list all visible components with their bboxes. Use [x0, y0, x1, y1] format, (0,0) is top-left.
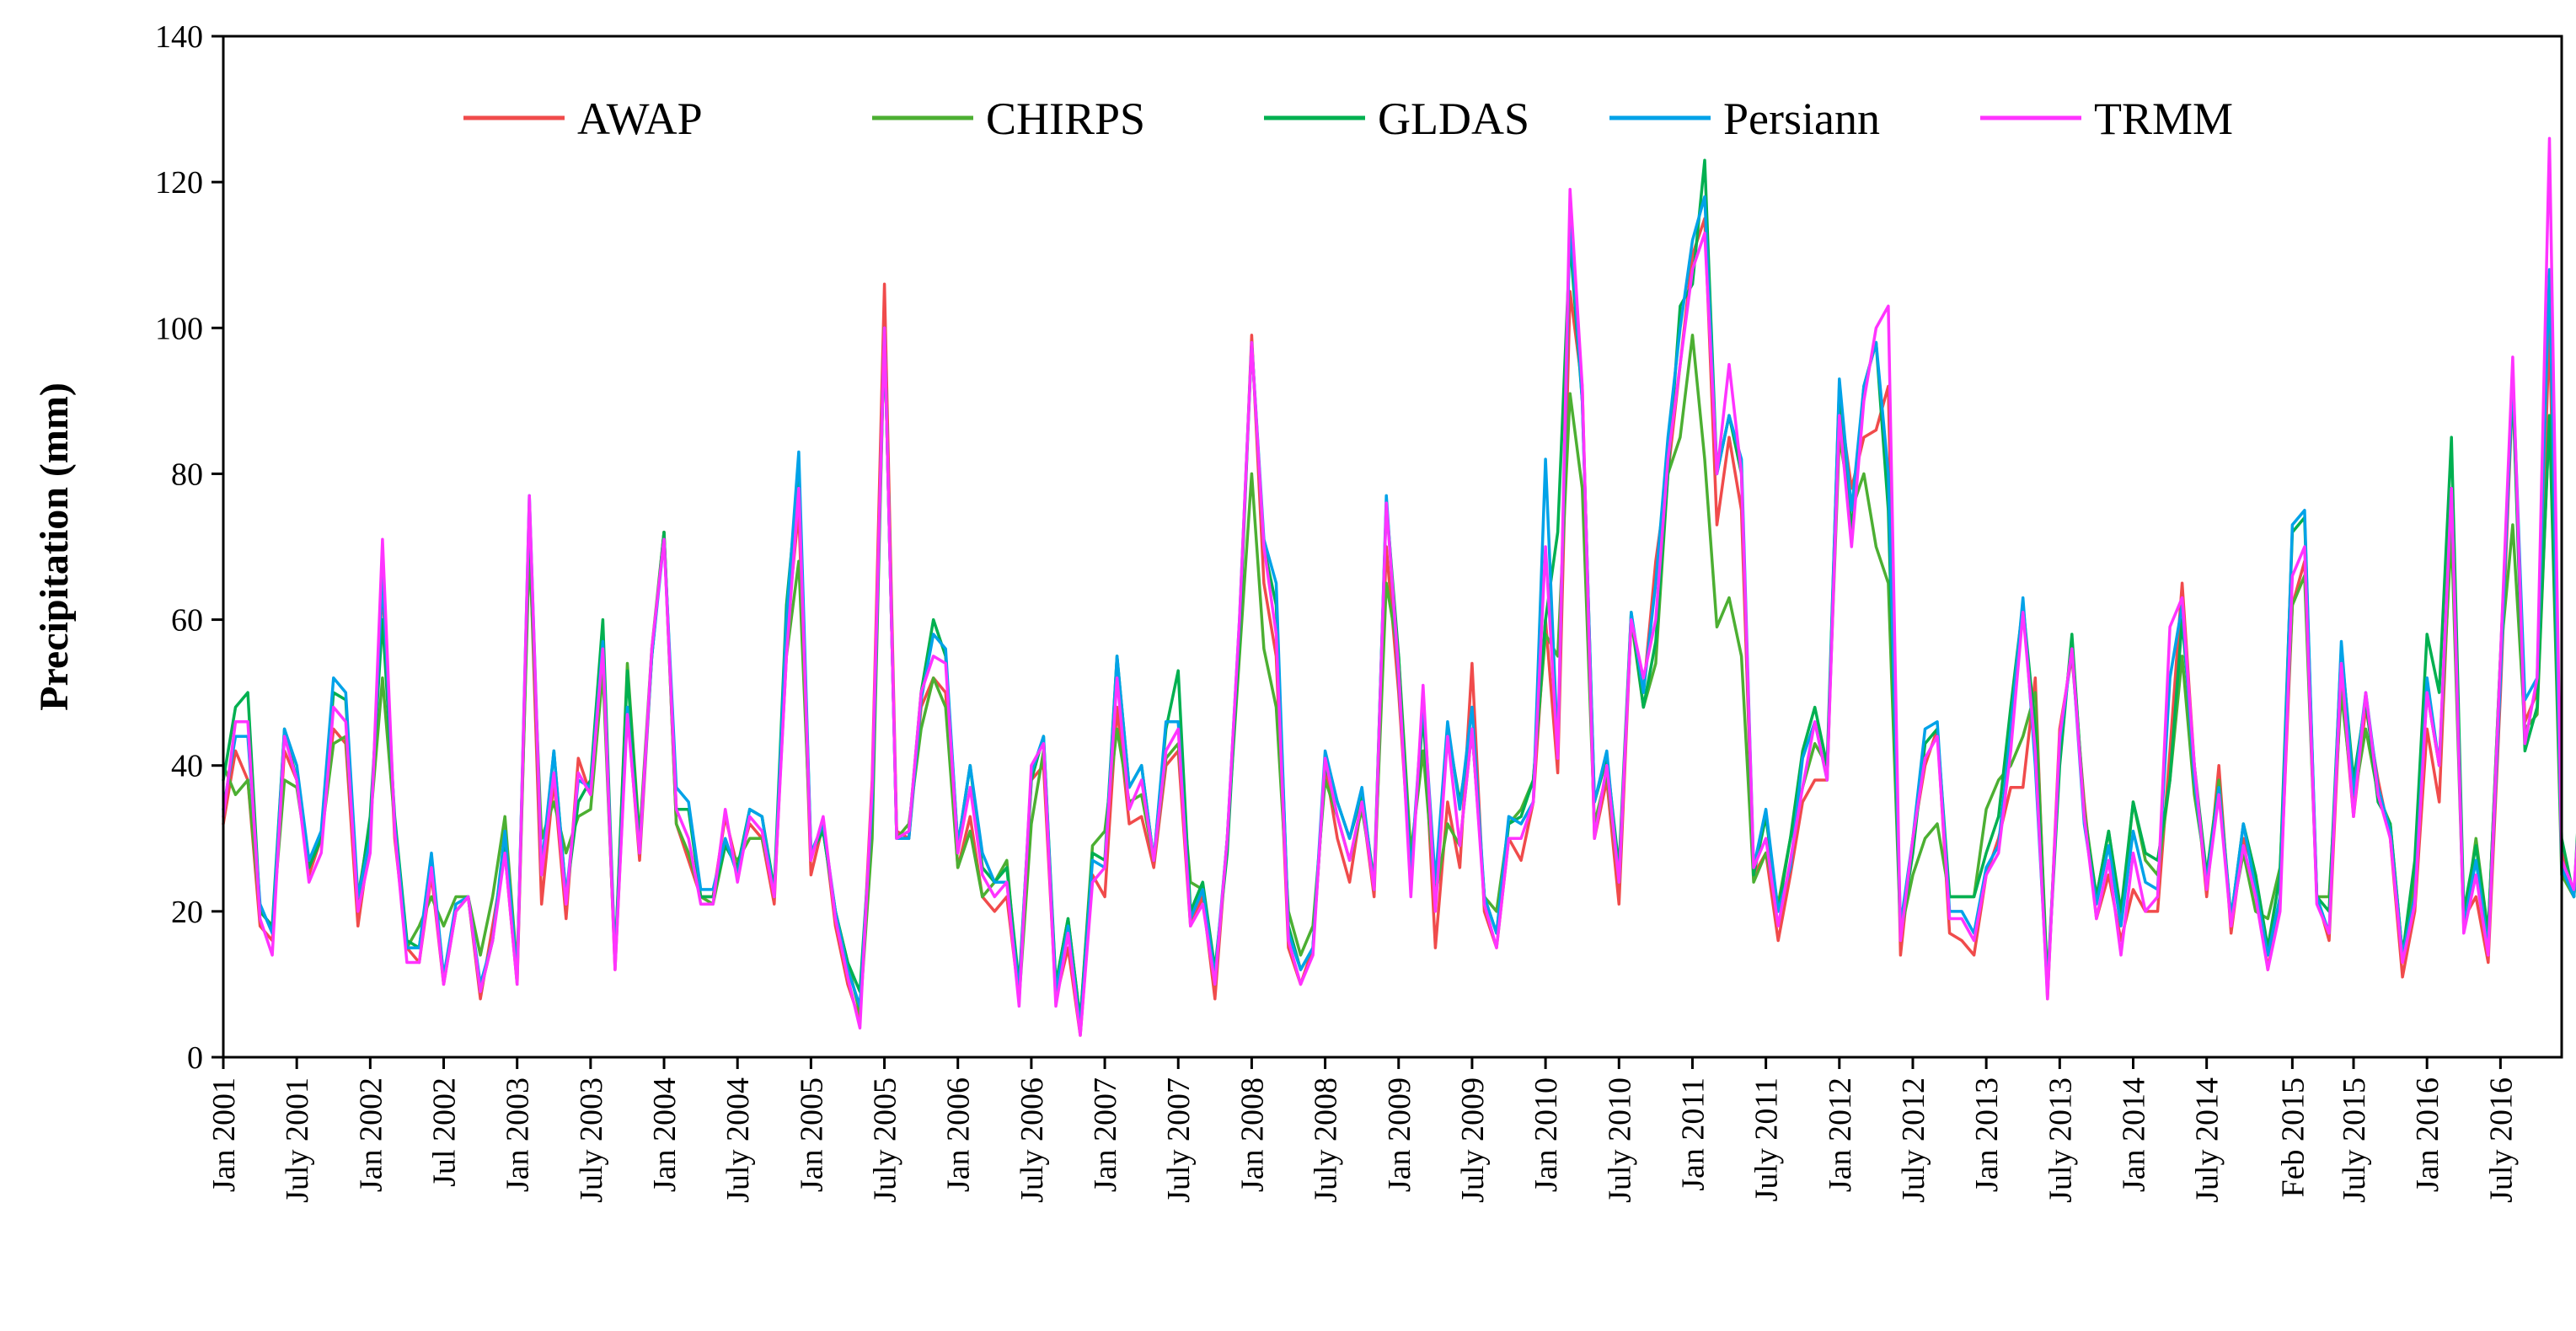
y-tick-label: 0: [187, 1040, 203, 1076]
legend-label-persiann: Persiann: [1723, 94, 1880, 144]
y-tick-label: 40: [171, 749, 203, 784]
x-tick-label: July 2003: [574, 1077, 609, 1203]
legend: AWAP CHIRPS GLDAS Persiann TRMM: [463, 94, 2233, 144]
x-tick-label: July 2016: [2483, 1077, 2519, 1203]
x-tick-label: Jan 2013: [1969, 1077, 2005, 1192]
x-tick-label: Jan 2004: [647, 1077, 683, 1192]
x-tick-label: Jan 2002: [353, 1077, 388, 1192]
x-tick-label: July 2013: [2043, 1077, 2078, 1203]
x-tick-label: July 2004: [720, 1077, 756, 1203]
legend-label-gldas: GLDAS: [1378, 94, 1529, 144]
x-tick-label: July 2011: [1749, 1077, 1785, 1201]
x-tick-label: July 2007: [1161, 1077, 1197, 1203]
x-tick-label: July 2010: [1602, 1077, 1637, 1203]
legend-label-chirps: CHIRPS: [986, 94, 1145, 144]
x-tick-label: Jan 2001: [206, 1077, 242, 1192]
y-tick-label: 20: [171, 895, 203, 930]
x-tick-label: July 2008: [1309, 1077, 1344, 1203]
legend-label-trmm: TRMM: [2094, 94, 2233, 144]
y-tick-label: 80: [171, 457, 203, 492]
x-tick-label: July 2009: [1455, 1077, 1491, 1203]
x-tick-label: July 2005: [868, 1077, 903, 1203]
x-tick-label: July 2012: [1896, 1077, 1931, 1203]
x-tick-label: Jan 2003: [501, 1077, 536, 1192]
x-tick-label: Jan 2007: [1088, 1077, 1123, 1192]
y-tick-label: 120: [155, 165, 203, 200]
x-tick-label: Jul 2002: [427, 1077, 463, 1187]
x-tick-label: Feb 2015: [2275, 1077, 2311, 1198]
x-tick-label: July 2001: [280, 1077, 315, 1203]
x-tick-label: Jan 2006: [941, 1077, 977, 1192]
x-tick-label: July 2015: [2337, 1077, 2372, 1203]
x-tick-label: Jan 2012: [1823, 1077, 1858, 1192]
y-tick-label: 100: [155, 311, 203, 346]
x-tick-label: Jan 2010: [1529, 1077, 1564, 1192]
x-tick-label: Jan 2009: [1382, 1077, 1417, 1192]
x-tick-label: Jan 2014: [2116, 1077, 2151, 1192]
x-tick-label: Jan 2008: [1234, 1077, 1270, 1192]
y-axis: 0 20 40 60 80 100 120 140: [155, 19, 223, 1076]
legend-label-awap: AWAP: [577, 94, 703, 144]
y-tick-label: 140: [155, 19, 203, 55]
x-tick-label: July 2006: [1015, 1077, 1050, 1203]
y-tick-label: 60: [171, 603, 203, 639]
y-axis-title: Precipitation (mm): [32, 382, 77, 711]
plot-frame: [222, 35, 2563, 1059]
x-axis: Jan 2001 July 2001 Jan 2002 Jul 2002 Jan 200…: [206, 1057, 2519, 1203]
x-tick-label: Jan 2011: [1675, 1077, 1711, 1191]
x-tick-label: Jan 2016: [2410, 1077, 2445, 1192]
x-tick-label: Jan 2005: [794, 1077, 829, 1192]
series-lines: [222, 136, 2576, 1037]
x-tick-label: July 2014: [2190, 1077, 2225, 1203]
series-line-trmm: [222, 136, 2576, 1037]
